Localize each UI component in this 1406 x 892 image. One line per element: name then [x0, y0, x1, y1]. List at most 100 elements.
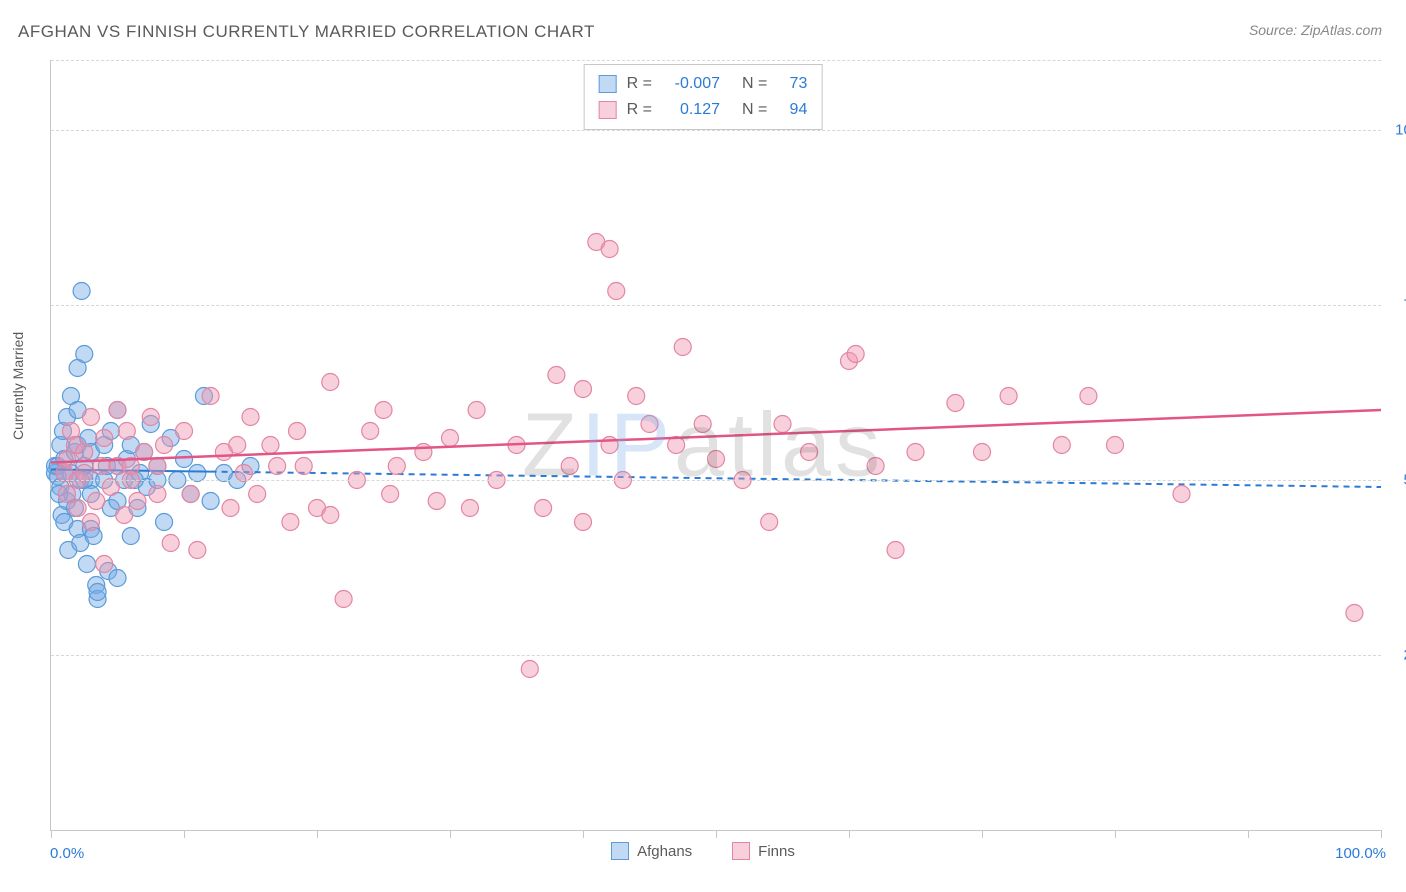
data-point	[388, 458, 405, 475]
x-tick	[1115, 830, 1116, 838]
data-point	[289, 423, 306, 440]
legend-swatch	[732, 842, 750, 860]
gridline	[51, 305, 1381, 306]
data-point	[76, 444, 93, 461]
data-point	[1080, 388, 1097, 405]
gridline	[51, 655, 1381, 656]
x-tick	[317, 830, 318, 838]
data-point	[575, 381, 592, 398]
gridline	[51, 130, 1381, 131]
data-point	[189, 465, 206, 482]
data-point	[202, 388, 219, 405]
x-tick	[1248, 830, 1249, 838]
x-tick	[184, 830, 185, 838]
data-point	[907, 444, 924, 461]
r-label: R =	[627, 97, 652, 123]
data-point	[1000, 388, 1017, 405]
data-point	[1346, 605, 1363, 622]
data-point	[1053, 437, 1070, 454]
legend-row: R = -0.007 N = 73	[599, 71, 808, 97]
data-point	[176, 423, 193, 440]
data-point	[69, 500, 86, 517]
source-attribution: Source: ZipAtlas.com	[1249, 22, 1382, 38]
n-value: 73	[777, 71, 807, 97]
data-point	[561, 458, 578, 475]
data-point	[82, 514, 99, 531]
data-point	[96, 430, 113, 447]
n-label: N =	[742, 97, 767, 123]
data-point	[235, 465, 252, 482]
plot-area: 25.0%50.0%75.0%100.0%	[50, 60, 1381, 831]
gridline	[51, 480, 1381, 481]
data-point	[295, 458, 312, 475]
data-point	[78, 556, 95, 573]
data-point	[708, 451, 725, 468]
data-point	[162, 535, 179, 552]
y-axis-label: Currently Married	[10, 332, 26, 440]
data-point	[249, 486, 266, 503]
data-point	[641, 416, 658, 433]
data-point	[176, 451, 193, 468]
y-tick-label: 100.0%	[1395, 122, 1406, 139]
data-point	[535, 500, 552, 517]
data-point	[73, 283, 90, 300]
legend-swatch	[599, 101, 617, 119]
x-tick	[716, 830, 717, 838]
data-point	[142, 409, 159, 426]
data-point	[847, 346, 864, 363]
data-point	[322, 507, 339, 524]
data-point	[575, 514, 592, 531]
data-point	[116, 507, 133, 524]
legend-label: Finns	[758, 843, 795, 860]
data-point	[269, 458, 286, 475]
data-point	[222, 500, 239, 517]
data-point	[608, 283, 625, 300]
data-point	[242, 409, 259, 426]
data-point	[149, 486, 166, 503]
x-tick	[849, 830, 850, 838]
data-point	[375, 402, 392, 419]
data-point	[229, 437, 246, 454]
data-point	[149, 458, 166, 475]
data-point	[468, 402, 485, 419]
r-value: -0.007	[662, 71, 720, 97]
data-point	[129, 493, 146, 510]
data-point	[974, 444, 991, 461]
data-point	[1173, 486, 1190, 503]
data-point	[156, 437, 173, 454]
n-value: 94	[777, 97, 807, 123]
data-point	[122, 528, 139, 545]
correlation-legend: R =-0.007N =73R =0.127N =94	[584, 64, 823, 130]
data-point	[322, 374, 339, 391]
data-point	[96, 556, 113, 573]
data-point	[382, 486, 399, 503]
series-legend: AfghansFinns	[0, 842, 1406, 860]
data-point	[887, 542, 904, 559]
n-label: N =	[742, 71, 767, 97]
data-point	[521, 661, 538, 678]
data-point	[761, 514, 778, 531]
data-point	[262, 437, 279, 454]
chart-title: AFGHAN VS FINNISH CURRENTLY MARRIED CORR…	[18, 22, 595, 42]
x-tick	[450, 830, 451, 838]
data-point	[947, 395, 964, 412]
r-label: R =	[627, 71, 652, 97]
legend-swatch	[599, 75, 617, 93]
data-point	[867, 458, 884, 475]
data-point	[89, 584, 106, 601]
data-point	[282, 514, 299, 531]
x-tick	[51, 830, 52, 838]
data-point	[774, 416, 791, 433]
data-point	[548, 367, 565, 384]
data-point	[58, 486, 75, 503]
x-tick	[982, 830, 983, 838]
data-point	[801, 444, 818, 461]
data-point	[674, 339, 691, 356]
legend-swatch	[611, 842, 629, 860]
legend-item: Finns	[732, 842, 795, 860]
data-point	[628, 388, 645, 405]
x-tick	[1381, 830, 1382, 838]
data-point	[118, 423, 135, 440]
data-point	[102, 479, 119, 496]
data-point	[428, 493, 445, 510]
